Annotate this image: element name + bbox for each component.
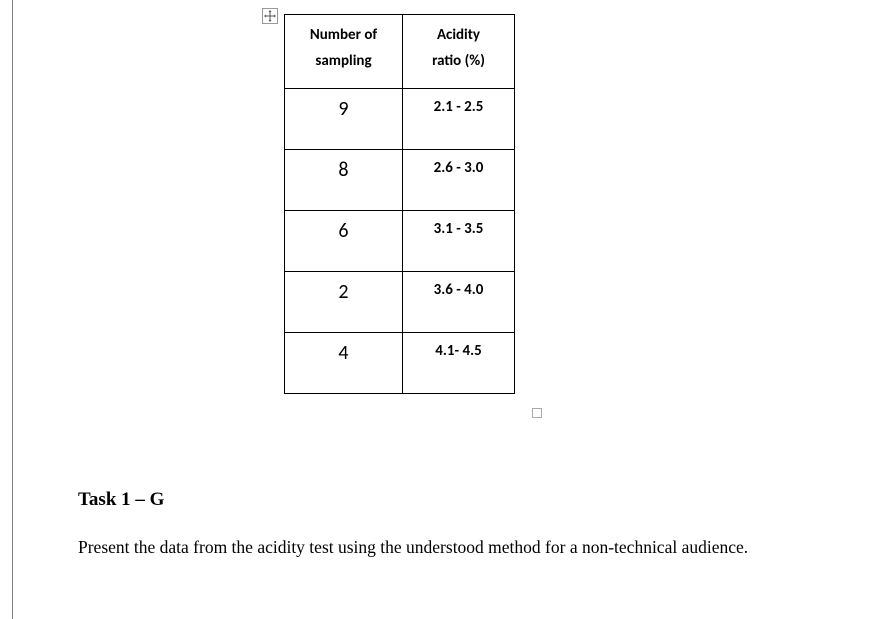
acidity-cell: 3.1 - 3.5: [403, 211, 515, 272]
header-text: Acidity: [413, 23, 504, 49]
sampling-cell: 4: [285, 333, 403, 394]
document-content: Number of sampling Acidity ratio (%) 9 2…: [0, 0, 873, 560]
sampling-cell: 6: [285, 211, 403, 272]
header-text: sampling: [295, 49, 392, 75]
header-text: ratio (%): [413, 49, 504, 75]
table-row: 6 3.1 - 3.5: [285, 211, 515, 272]
table-row: 9 2.1 - 2.5: [285, 89, 515, 150]
table-row: 2 3.6 - 4.0: [285, 272, 515, 333]
page-left-border: [12, 0, 13, 619]
col-header-sampling: Number of sampling: [285, 15, 403, 89]
acidity-cell: 4.1- 4.5: [403, 333, 515, 394]
task-body-text: Present the data from the acidity test u…: [78, 535, 833, 560]
sampling-cell: 2: [285, 272, 403, 333]
acidity-data-table[interactable]: Number of sampling Acidity ratio (%) 9 2…: [284, 14, 515, 394]
sampling-cell: 9: [285, 89, 403, 150]
table-container: Number of sampling Acidity ratio (%) 9 2…: [258, 14, 833, 394]
acidity-cell: 2.6 - 3.0: [403, 150, 515, 211]
header-text: Number of: [295, 23, 392, 49]
table-resize-handle-icon[interactable]: [532, 408, 542, 418]
col-header-acidity: Acidity ratio (%): [403, 15, 515, 89]
sampling-cell: 8: [285, 150, 403, 211]
table-row: 8 2.6 - 3.0: [285, 150, 515, 211]
task-heading: Task 1 – G: [78, 489, 833, 511]
acidity-cell: 3.6 - 4.0: [403, 272, 515, 333]
table-row: 4 4.1- 4.5: [285, 333, 515, 394]
table-move-handle-icon[interactable]: [262, 8, 278, 24]
table-header-row: Number of sampling Acidity ratio (%): [285, 15, 515, 89]
acidity-cell: 2.1 - 2.5: [403, 89, 515, 150]
